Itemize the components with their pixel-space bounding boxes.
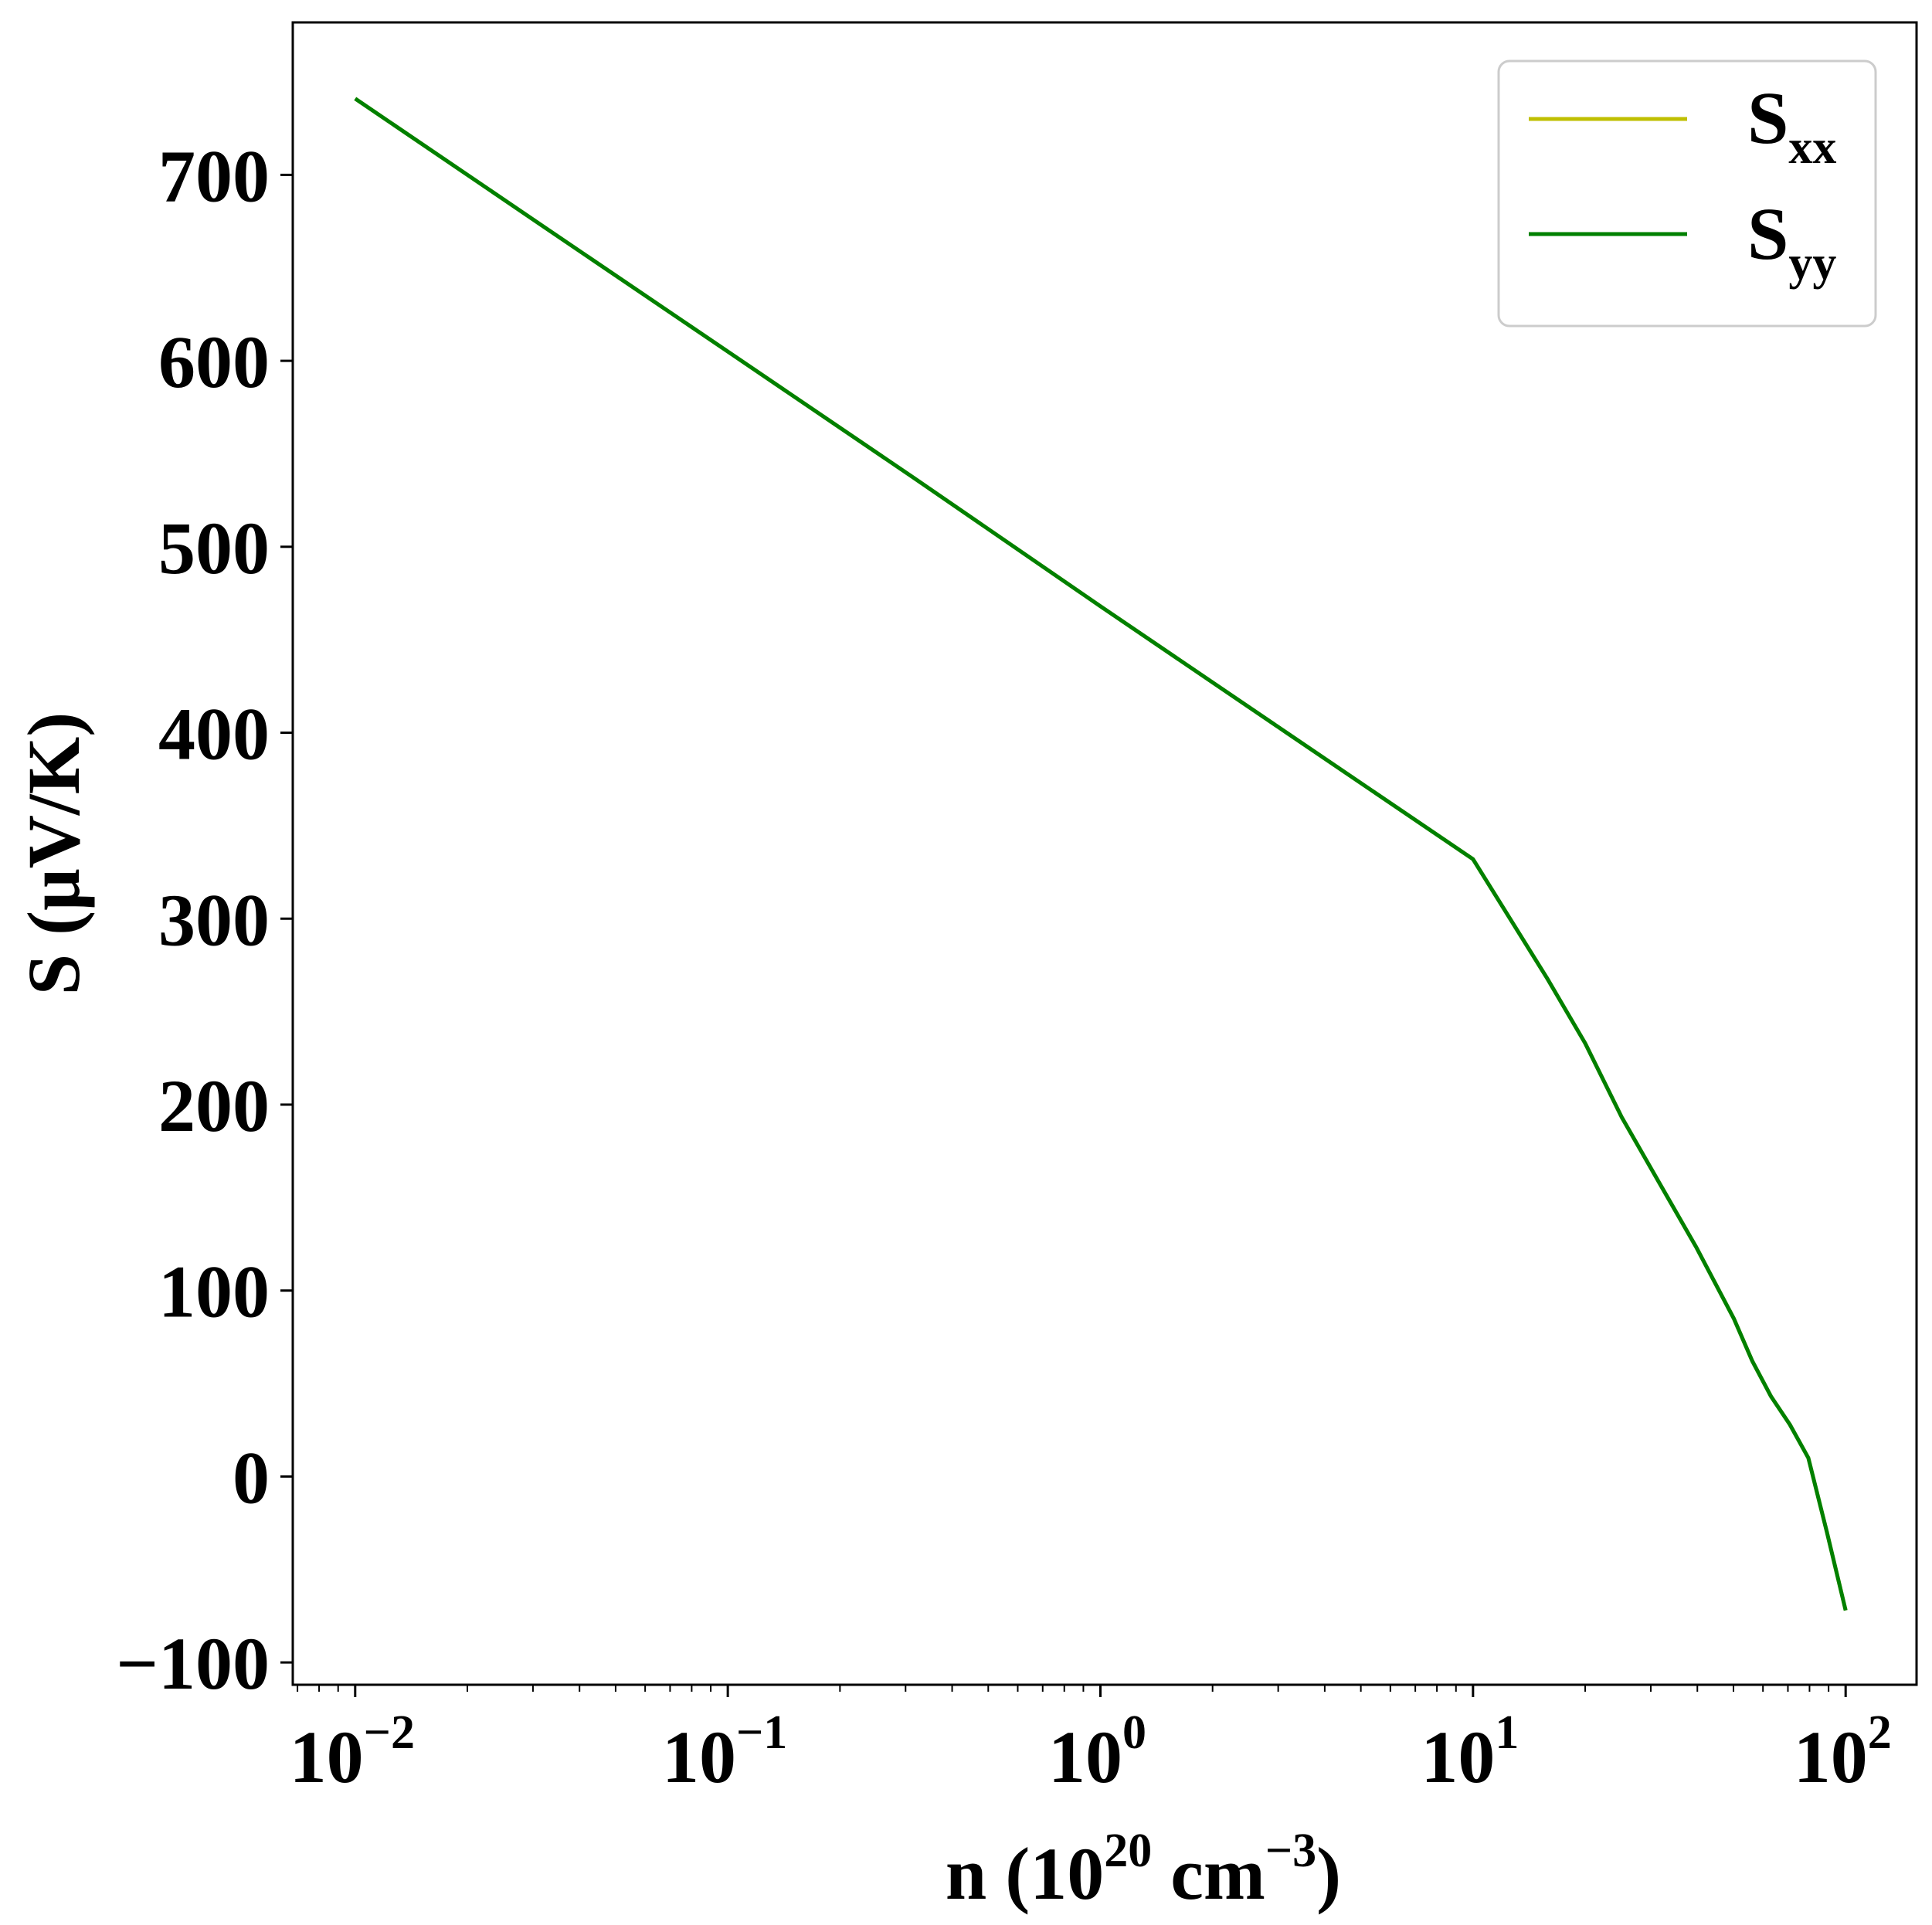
x-tick-exponent: 2 [1868, 1706, 1892, 1759]
x-axis-title: n (1020 cm−3) [946, 1825, 1341, 1915]
x-axis-title-base: n (10 [946, 1832, 1104, 1915]
y-tick-label: 200 [158, 1064, 270, 1147]
y-tick-label: 0 [233, 1436, 270, 1519]
legend-label-sxx: Sxx [1747, 76, 1836, 174]
y-tick-label: 500 [158, 507, 270, 589]
x-axis-title-mid: cm [1152, 1832, 1265, 1915]
x-tick-exponent: −2 [364, 1706, 415, 1759]
x-axis-title-end: ) [1316, 1832, 1341, 1915]
y-tick-label: 300 [158, 878, 270, 961]
x-tick-base: 10 [662, 1716, 736, 1798]
y-tick-label: 100 [158, 1251, 270, 1333]
legend-label-syy-main: S [1747, 192, 1788, 275]
x-tick-base: 10 [1794, 1716, 1868, 1798]
x-tick-base: 10 [1048, 1716, 1122, 1798]
x-axis: 10−2 10−1 100 101 102 [290, 1685, 1892, 1798]
y-tick-label: 400 [158, 693, 270, 776]
y-axis: −100 0 100 200 300 400 500 600 700 [116, 134, 293, 1705]
x-tick-label: 101 [1421, 1706, 1519, 1798]
x-tick-exponent: −1 [736, 1706, 787, 1759]
x-tick-label: 102 [1794, 1706, 1892, 1798]
x-tick-label: 100 [1048, 1706, 1146, 1798]
series-layer [354, 97, 1848, 1611]
legend-label-syy: Syy [1747, 192, 1836, 290]
x-tick-base: 10 [1421, 1716, 1495, 1798]
y-tick-label: 700 [158, 134, 270, 217]
legend-frame [1497, 59, 1877, 328]
legend-label-sxx-sub: xx [1788, 121, 1836, 174]
legend: Sxx Syy [1497, 59, 1877, 328]
y-tick-label: 600 [158, 321, 270, 403]
legend-label-syy-sub: yy [1788, 237, 1836, 290]
x-tick-base: 10 [290, 1716, 364, 1798]
legend-label-sxx-main: S [1747, 76, 1788, 159]
x-axis-title-sup1: 20 [1104, 1825, 1152, 1877]
y-axis-title: S (μV/K) [12, 712, 95, 995]
plot-frame [291, 21, 1918, 1686]
y-tick-label: −100 [116, 1622, 270, 1705]
x-axis-title-sup2: −3 [1265, 1825, 1316, 1877]
x-tick-label: 10−1 [662, 1706, 787, 1798]
x-tick-label: 10−2 [290, 1706, 415, 1798]
series-line-yy [354, 97, 1848, 1611]
x-tick-exponent: 0 [1122, 1706, 1146, 1759]
x-tick-exponent: 1 [1495, 1706, 1519, 1759]
